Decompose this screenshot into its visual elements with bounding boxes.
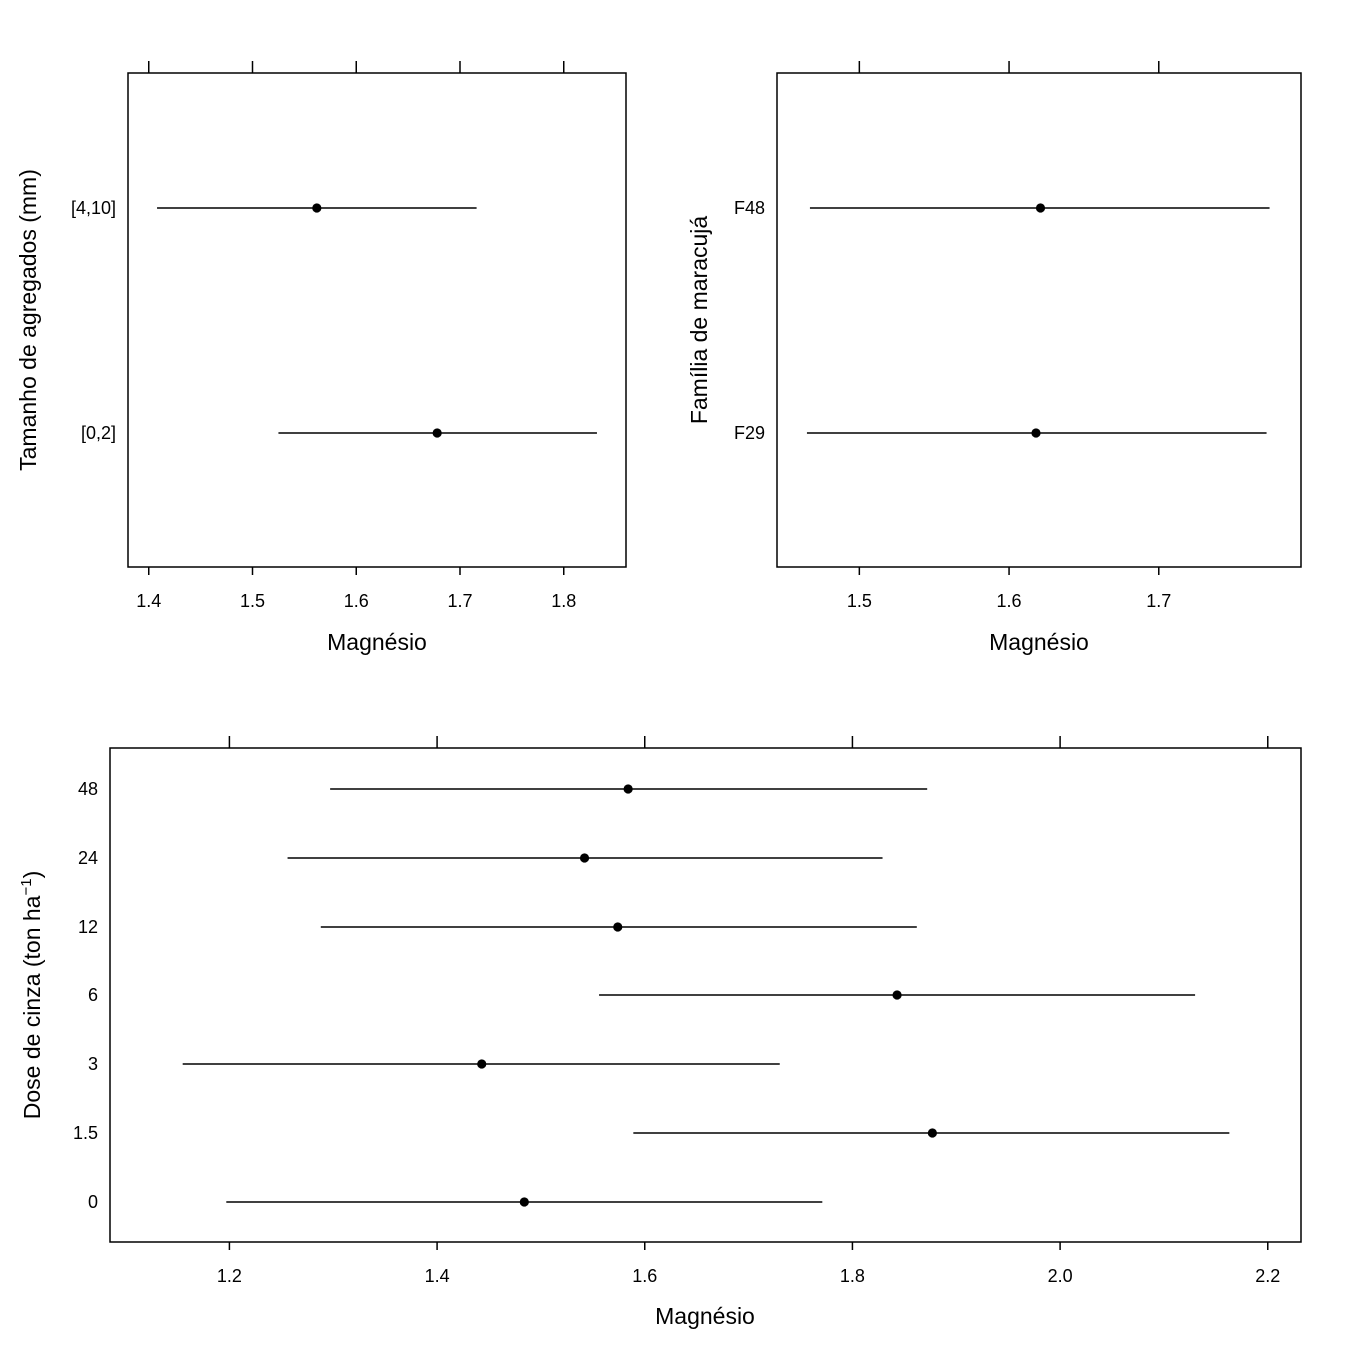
point-estimate xyxy=(613,922,623,932)
plot-frame xyxy=(109,747,1302,1243)
y-category-label: 24 xyxy=(78,848,98,868)
y-category-label: 3 xyxy=(88,1054,98,1074)
y-category-label: 12 xyxy=(78,917,98,937)
y-axis-label-superscript: −1 xyxy=(18,878,35,895)
x-tick-label: 1.4 xyxy=(136,591,161,611)
x-axis-ticks: 1.5 1.6 1.7 xyxy=(847,61,1171,611)
panel-familia-maracuja: 1.5 1.6 1.7 F48 F29 Magnésio Família de mar… xyxy=(686,61,1302,655)
point-estimate xyxy=(519,1197,529,1207)
y-category-label: [0,2] xyxy=(81,423,116,443)
interval-marks xyxy=(157,203,597,438)
x-tick-label: 2.0 xyxy=(1048,1266,1073,1286)
x-axis-label: Magnésio xyxy=(327,629,427,655)
x-axis-ticks: 1.4 1.5 1.6 1.7 1.8 xyxy=(136,61,576,611)
x-tick-label: 1.5 xyxy=(240,591,265,611)
y-category-label: 0 xyxy=(88,1192,98,1212)
x-axis-label: Magnésio xyxy=(989,629,1089,655)
x-tick-label: 1.2 xyxy=(217,1266,242,1286)
y-axis-label: Família de maracujá xyxy=(686,216,712,425)
point-estimate xyxy=(927,1128,937,1138)
point-estimate xyxy=(1035,203,1046,213)
panel-dose-cinza: 1.2 1.4 1.6 1.8 2.0 2.2 48 24 12 6 3 1.5 0 Magnésio… xyxy=(18,736,1302,1329)
plot-frame xyxy=(127,72,627,568)
point-estimate xyxy=(892,990,902,1000)
panel-tamanho-agregados: 1.4 1.5 1.6 1.7 1.8 [4,10] [0,2] Magnésio Tam… xyxy=(15,61,627,655)
x-tick-label: 2.2 xyxy=(1255,1266,1280,1286)
x-tick-label: 1.6 xyxy=(997,591,1022,611)
x-axis-label: Magnésio xyxy=(655,1303,755,1329)
x-axis-ticks: 1.2 1.4 1.6 1.8 2.0 2.2 xyxy=(217,736,1280,1286)
point-estimate xyxy=(477,1059,487,1069)
x-tick-label: 1.7 xyxy=(1146,591,1171,611)
x-tick-label: 1.8 xyxy=(551,591,576,611)
x-tick-label: 1.6 xyxy=(632,1266,657,1286)
x-tick-label: 1.6 xyxy=(344,591,369,611)
y-category-label: 1.5 xyxy=(73,1123,98,1143)
point-estimate xyxy=(579,853,590,863)
y-axis-categories: F48 F29 xyxy=(734,198,765,443)
y-axis-categories: [4,10] [0,2] xyxy=(71,198,116,443)
y-category-label: 6 xyxy=(88,985,98,1005)
x-tick-label: 1.4 xyxy=(425,1266,450,1286)
x-tick-label: 1.7 xyxy=(447,591,472,611)
plot-frame xyxy=(776,72,1302,568)
y-axis-label-end: ) xyxy=(19,871,45,879)
y-category-label: 48 xyxy=(78,779,98,799)
y-category-label: [4,10] xyxy=(71,198,116,218)
point-estimate xyxy=(623,784,633,794)
x-tick-label: 1.8 xyxy=(840,1266,865,1286)
y-category-label: F29 xyxy=(734,423,765,443)
y-axis-categories: 48 24 12 6 3 1.5 0 xyxy=(73,779,98,1212)
y-axis-label-main: Dose de cinza (ton ha xyxy=(19,895,45,1119)
point-estimate xyxy=(1031,428,1041,438)
point-estimate xyxy=(312,203,322,213)
point-estimate xyxy=(432,428,442,438)
interval-marks xyxy=(806,203,1270,438)
y-axis-label: Tamanho de agregados (mm) xyxy=(15,169,41,471)
y-category-label: F48 xyxy=(734,198,765,218)
interval-marks xyxy=(182,784,1230,1207)
y-axis-label: Dose de cinza (ton ha−1) xyxy=(18,871,45,1120)
x-tick-label: 1.5 xyxy=(847,591,872,611)
